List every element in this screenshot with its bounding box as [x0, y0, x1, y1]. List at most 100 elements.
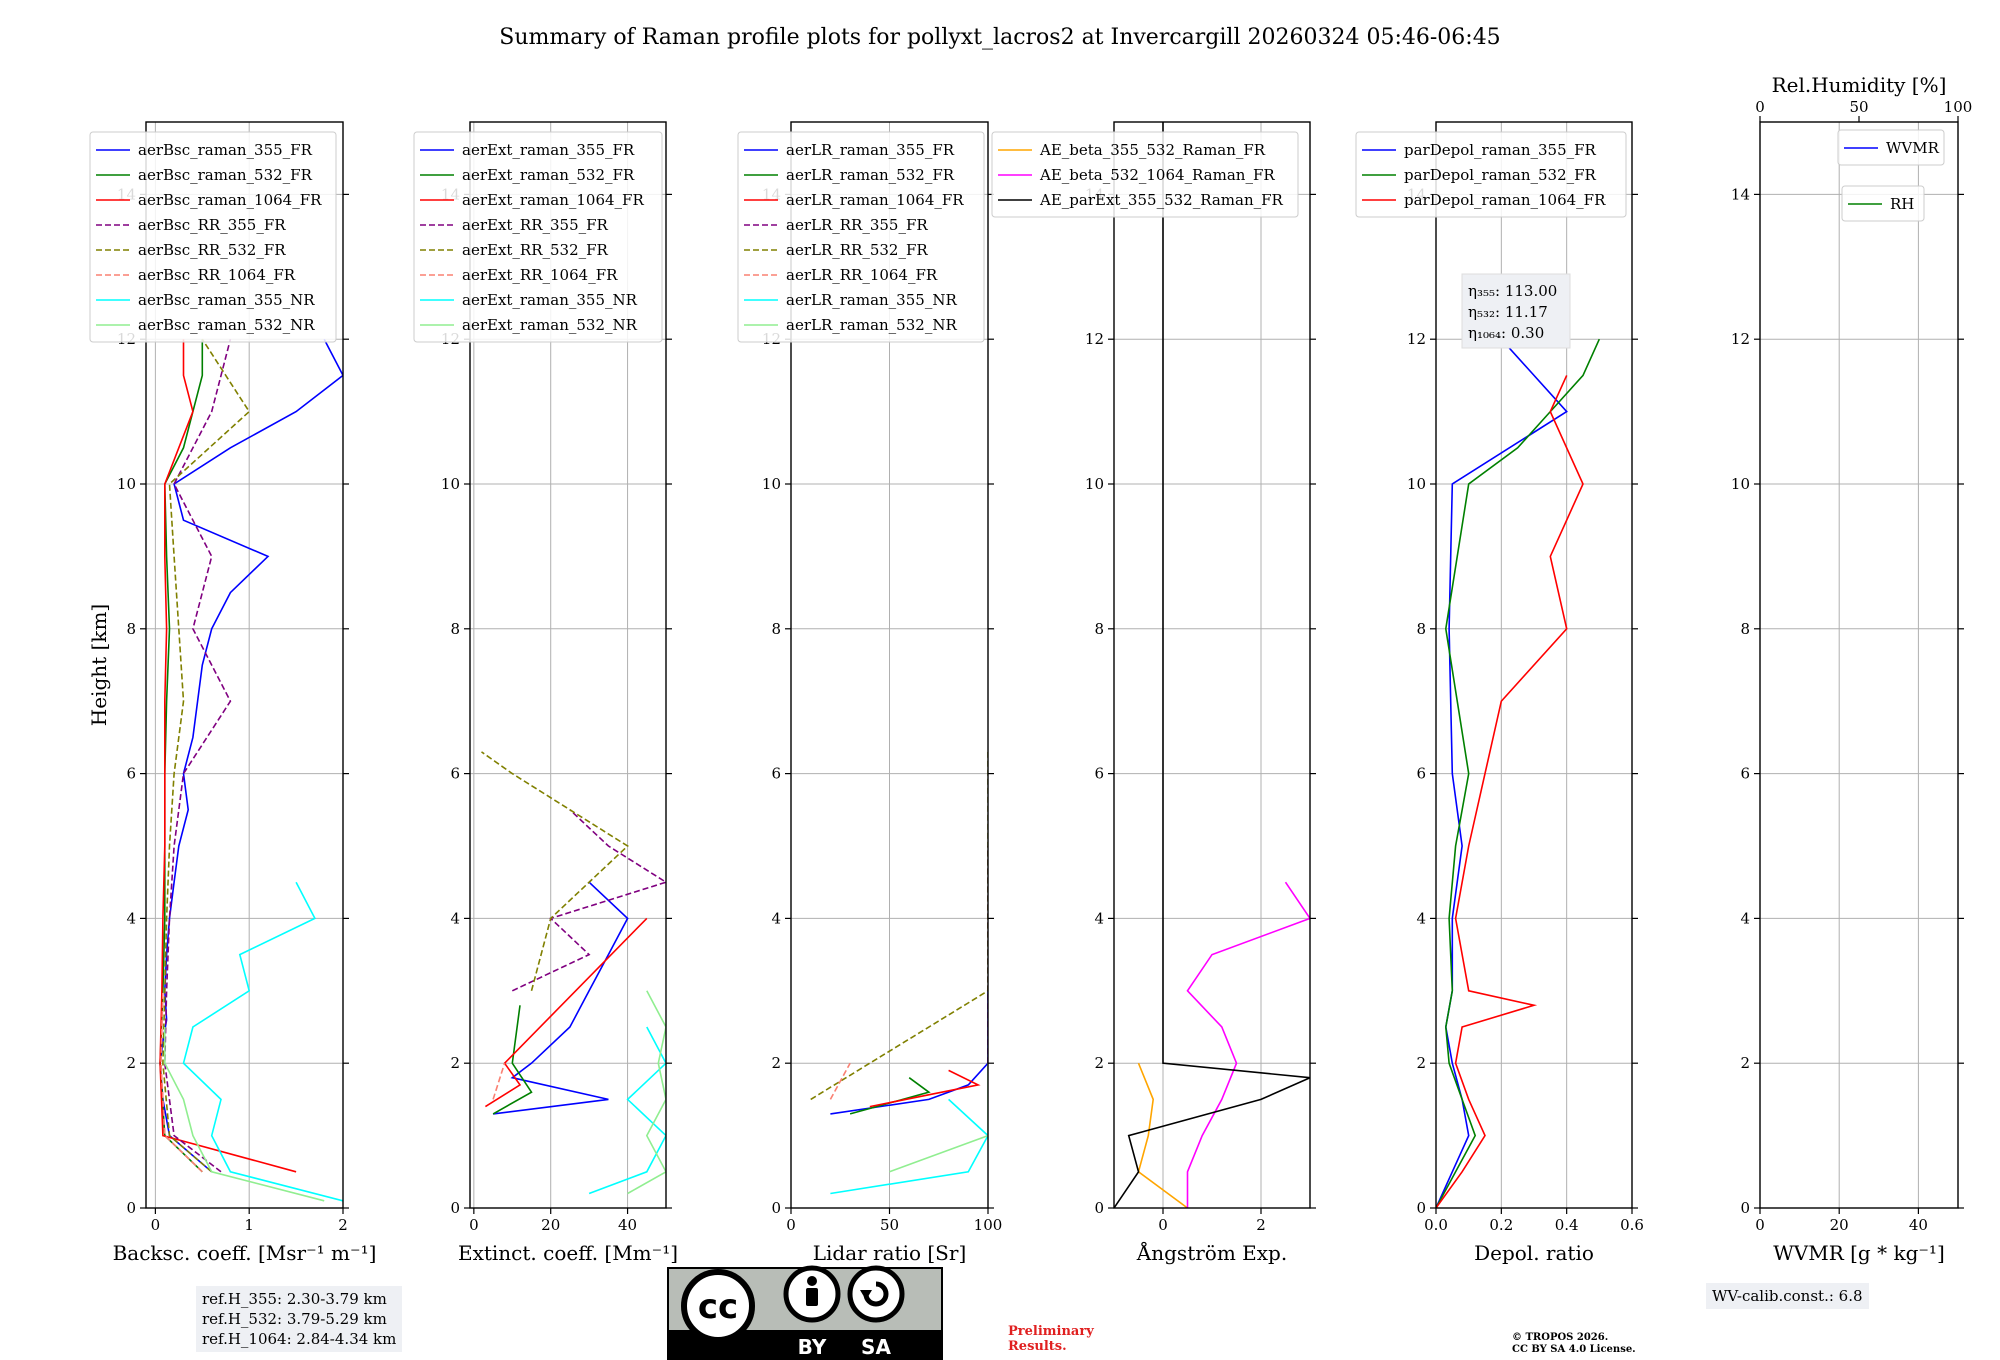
y-tick-label: 10 [117, 475, 136, 493]
y-tick-label: 0 [126, 1199, 136, 1217]
legend-item: aerBsc_raman_355_FR [138, 141, 313, 159]
legend-item: aerExt_RR_1064_FR [462, 266, 618, 284]
legend: aerBsc_raman_355_FR aerBsc_raman_532_FRae… [89, 131, 337, 343]
sa-icon [847, 1265, 905, 1323]
copyright-note: © TROPOS 2026. CC BY SA 4.0 License. [1512, 1332, 1636, 1355]
legend-item: aerLR_raman_1064_FR [786, 191, 964, 209]
x-tick-label: 20 [1830, 1216, 1849, 1234]
y-tick-label: 6 [450, 765, 460, 783]
y-tick-label: 10 [1085, 475, 1104, 493]
y-tick-label: 8 [1094, 620, 1104, 638]
ref-height-355: ref.H_355: 2.30-3.79 km [202, 1290, 387, 1308]
x-tick-label: 2 [1256, 1216, 1266, 1234]
y-tick-label: 2 [1416, 1054, 1426, 1072]
series-aerBsc_raman_355_NR [182, 881, 343, 1202]
x-tick-label: 0.0 [1424, 1216, 1448, 1234]
y-tick-label: 0 [771, 1199, 781, 1217]
x-axis-label: Depol. ratio [1474, 1241, 1594, 1265]
y-tick-label: 6 [1740, 765, 1750, 783]
y-tick-label: 8 [1740, 620, 1750, 638]
preliminary-note: Preliminary Results. [1008, 1324, 1094, 1354]
y-tick-label: 4 [1416, 909, 1426, 927]
legend-item: aerExt_raman_532_NR [462, 316, 638, 334]
series-aerExt_RR_355_FR [511, 809, 666, 992]
chart-panel-wv: 0 20 40 0 2 4 6 8 10 12 14 WVMR [g * kg⁻¹] 0 50 100Rel… [1731, 73, 1972, 1265]
x-axis-label: Backsc. coeff. [Msr⁻¹ m⁻¹] [113, 1241, 377, 1265]
y-tick-label: 4 [450, 909, 460, 927]
legend-item: aerBsc_raman_355_NR [138, 291, 315, 309]
y-tick-label: 10 [1407, 475, 1426, 493]
y-tick-label: 6 [1416, 765, 1426, 783]
ref-height-1064: ref.H_1064: 2.84-4.34 km [202, 1330, 397, 1348]
y-tick-label: 12 [1085, 330, 1104, 348]
series-aerBsc_RR_532_FR [162, 338, 251, 1173]
legend-item: aerLR_raman_355_FR [786, 141, 955, 159]
axes-frame [1435, 121, 1633, 1209]
legend-item: aerExt_raman_1064_FR [462, 191, 644, 209]
series-AE_beta_532_1064_Raman_FR [1186, 881, 1310, 1208]
eta-value: η₅₃₂: 11.17 [1468, 303, 1548, 321]
y-tick-label: 12 [1407, 330, 1426, 348]
series-aerBsc_raman_532_NR [164, 1027, 325, 1202]
series-AE_parExt_355_532_Raman_FR [1114, 122, 1310, 1208]
legend-item: aerLR_RR_1064_FR [786, 266, 938, 284]
series-aerBsc_raman_1064_FR [159, 339, 297, 1173]
y-tick-label: 10 [1731, 475, 1750, 493]
legend: AE_beta_355_532_Raman_FR AE_beta_532_1064… [991, 131, 1299, 218]
legend-item: aerBsc_raman_532_FR [138, 166, 313, 184]
legend: RH [1841, 185, 1925, 222]
y-tick-label: 4 [1094, 909, 1104, 927]
legend-item: aerLR_RR_532_FR [786, 241, 928, 259]
cc-license-logo: cc BY SA [667, 1265, 943, 1360]
x-tick-label: 0 [151, 1216, 161, 1234]
legend-item: AE_beta_532_1064_Raman_FR [1039, 166, 1275, 184]
top-x-tick-label: 100 [1944, 98, 1973, 116]
y-tick-label: 2 [1740, 1054, 1750, 1072]
top-x-tick-label: 0 [1755, 98, 1765, 116]
x-tick-label: 0 [1158, 1216, 1168, 1234]
legend-item: aerExt_RR_355_FR [462, 216, 609, 234]
axes-frame [1759, 121, 1959, 1209]
series-aerLR_raman_355_FR [830, 990, 988, 1115]
legend-item: AE_beta_355_532_Raman_FR [1039, 141, 1266, 159]
x-tick-label: 50 [880, 1216, 899, 1234]
series-parDepol_raman_532_FR [1436, 338, 1601, 1208]
reference-height-box: ref.H_355: 2.30-3.79 km ref.H_532: 3.79-… [196, 1286, 403, 1352]
x-tick-label: 0 [469, 1216, 479, 1234]
chart-panel-ang: 0202468101214Ångström Exp.AE_beta_355_53… [991, 121, 1316, 1265]
legend-item: parDepol_raman_532_FR [1404, 166, 1597, 184]
legend-item: WVMR [1886, 139, 1940, 157]
y-tick-label: 0 [1094, 1199, 1104, 1217]
ref-height-532: ref.H_532: 3.79-5.29 km [202, 1310, 387, 1328]
legend-item: AE_parExt_355_532_Raman_FR [1039, 191, 1284, 209]
x-tick-label: 0 [1755, 1216, 1765, 1234]
x-tick-label: 1 [244, 1216, 254, 1234]
y-tick-label: 4 [1740, 909, 1750, 927]
y-tick-label: 2 [1094, 1054, 1104, 1072]
legend-item: parDepol_raman_355_FR [1404, 141, 1597, 159]
y-tick-label: 0 [1740, 1199, 1750, 1217]
legend-item: parDepol_raman_1064_FR [1404, 191, 1606, 209]
series-aerLR_raman_355_NR [830, 1098, 988, 1195]
y-tick-label: 14 [1731, 185, 1750, 203]
series-aerExt_raman_532_FR [492, 1005, 533, 1115]
x-axis-label: Lidar ratio [Sr] [813, 1241, 967, 1265]
legend-item: aerLR_RR_355_FR [786, 216, 928, 234]
legend-item: aerLR_raman_532_FR [786, 166, 955, 184]
y-tick-label: 2 [771, 1054, 781, 1072]
legend-item: aerExt_raman_355_FR [462, 141, 635, 159]
y-tick-label: 12 [1731, 330, 1750, 348]
x-tick-label: 2 [338, 1216, 348, 1234]
y-tick-label: 8 [126, 620, 136, 638]
y-tick-label: 4 [126, 909, 136, 927]
y-tick-label: 10 [762, 475, 781, 493]
figure-title: Summary of Raman profile plots for polly… [499, 25, 1500, 50]
y-tick-label: 8 [1416, 620, 1426, 638]
series-aerExt_raman_355_NR [588, 1026, 666, 1195]
legend: WVMR [1837, 129, 1945, 166]
legend-item: aerExt_raman_355_NR [462, 291, 638, 309]
top-x-axis-label: Rel.Humidity [%] [1772, 73, 1947, 97]
wv-calibration-box: WV-calib.const.: 6.8 [1706, 1283, 1869, 1309]
y-tick-label: 6 [126, 765, 136, 783]
